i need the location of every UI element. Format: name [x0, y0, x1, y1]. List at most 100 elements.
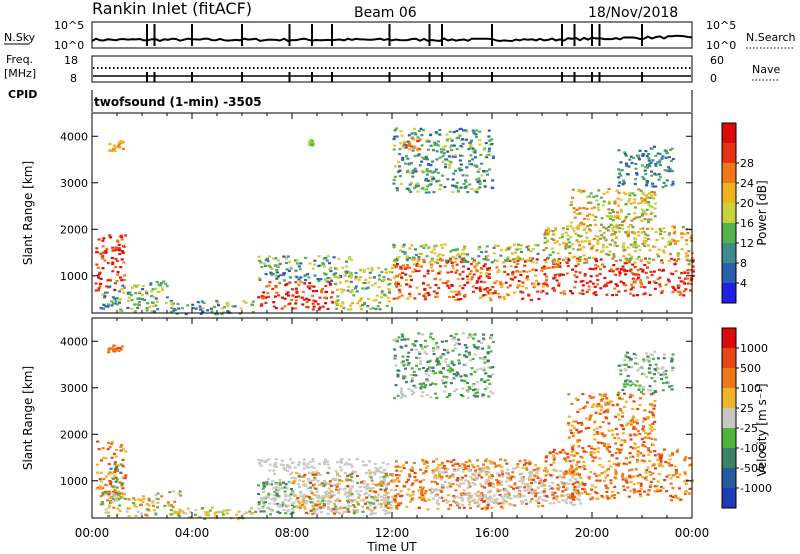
- velocity-echo-cell: [683, 471, 687, 474]
- velocity-echo-cell: [481, 393, 485, 396]
- velocity-echo-cell: [667, 462, 671, 465]
- power-echo-cell: [575, 212, 579, 216]
- velocity-echo-cell: [399, 470, 403, 473]
- power-echo-cell: [585, 236, 589, 239]
- power-echo-cell: [405, 264, 409, 267]
- power-echo-cell: [590, 247, 593, 250]
- power-echo-cell: [516, 270, 519, 273]
- nave-tick-top: 60: [710, 54, 724, 67]
- velocity-echo-cell: [467, 385, 471, 389]
- velocity-echo-cell: [313, 478, 317, 481]
- power-echo-cell: [681, 226, 685, 229]
- power-echo-cell: [654, 164, 658, 167]
- power-echo-cell: [457, 167, 461, 170]
- velocity-echo-cell: [523, 463, 526, 466]
- power-echo-cell: [316, 302, 320, 306]
- power-echo-cell: [169, 310, 173, 313]
- velocity-echo-cell: [316, 490, 319, 493]
- velocity-echo-cell: [436, 507, 440, 510]
- beam-title: Beam 06: [354, 5, 417, 21]
- power-echo-cell: [565, 225, 569, 228]
- velocity-echo-cell: [557, 500, 561, 504]
- velocity-echo-cell: [260, 459, 263, 462]
- velocity-echo-cell: [459, 492, 463, 495]
- velocity-echo-cell: [608, 450, 612, 453]
- velocity-echo-cell: [636, 446, 640, 449]
- power-echo-cell: [619, 161, 623, 164]
- power-echo-cell: [476, 170, 480, 173]
- velocity-echo-cell: [570, 464, 573, 467]
- velocity-echo-cell: [662, 357, 666, 360]
- velocity-echo-cell: [650, 437, 654, 440]
- velocity-echo-cell: [487, 346, 491, 349]
- power-echo-cell: [659, 230, 663, 233]
- power-echo-cell: [380, 270, 384, 274]
- power-echo-cell: [477, 248, 481, 251]
- power-echo-cell: [423, 288, 427, 291]
- velocity-echo-cell: [570, 424, 574, 427]
- velocity-echo-cell: [99, 488, 103, 491]
- velocity-echo-cell: [545, 455, 549, 458]
- velocity-echo-cell: [385, 500, 389, 503]
- velocity-echo-cell: [555, 495, 559, 498]
- power-echo-cell: [335, 307, 339, 310]
- velocity-echo-cell: [605, 401, 609, 404]
- velocity-echo-cell: [284, 493, 288, 496]
- velocity-echo-cell: [525, 502, 529, 505]
- velocity-echo-cell: [482, 367, 486, 370]
- power-echo-cell: [126, 292, 130, 295]
- power-echo-cell: [515, 248, 519, 251]
- velocity-echo-cell: [472, 389, 475, 392]
- power-echo-cell: [436, 261, 440, 264]
- velocity-echo-cell: [560, 481, 563, 484]
- velocity-echo-cell: [578, 473, 582, 476]
- power-echo-cell: [402, 243, 406, 246]
- power-echo-cell: [466, 278, 470, 281]
- power-echo-cell: [643, 198, 647, 201]
- velocity-echo-cell: [311, 509, 315, 512]
- velocity-echo-cell: [99, 471, 103, 474]
- velocity-echo-cell: [407, 351, 411, 354]
- velocity-echo-cell: [629, 438, 633, 441]
- velocity-echo-cell: [451, 482, 455, 486]
- power-echo-cell: [272, 305, 276, 308]
- power-echo-cell: [276, 259, 280, 262]
- power-echo-cell: [405, 283, 408, 286]
- velocity-echo-cell: [474, 471, 478, 474]
- station-title: Rankin Inlet (fitACF): [92, 0, 252, 18]
- power-echo-cell: [443, 158, 447, 161]
- power-echo-cell: [404, 273, 408, 276]
- power-echo-cell: [572, 229, 576, 232]
- power-echo-cell: [418, 164, 422, 167]
- power-echo-cell: [275, 271, 279, 274]
- velocity-echo-cell: [668, 385, 672, 388]
- velocity-echo-cell: [401, 464, 405, 467]
- velocity-echo-cell: [454, 333, 458, 336]
- power-echo-cell: [150, 295, 154, 298]
- velocity-echo-cell: [472, 337, 476, 340]
- velocity-echo-cell: [589, 453, 593, 457]
- velocity-echo-cell: [461, 470, 465, 473]
- power-echo-cell: [453, 154, 457, 157]
- power-echo-cell: [404, 155, 408, 158]
- velocity-echo-cell: [198, 515, 202, 518]
- velocity-echo-cell: [235, 513, 239, 516]
- power-echo-cell: [642, 230, 646, 233]
- velocity-echo-cell: [112, 492, 116, 495]
- power-echo-cell: [513, 243, 516, 246]
- velocity-echo-cell: [440, 463, 444, 466]
- power-echo-cell: [427, 191, 431, 194]
- velocity-echo-cell: [468, 485, 472, 488]
- power-echo-cell: [635, 258, 639, 261]
- power-echo-cell: [597, 209, 601, 212]
- velocity-echo-cell: [251, 512, 255, 515]
- power-echo-cell: [176, 302, 180, 306]
- power-echo-cell: [581, 284, 585, 287]
- velocity-echo-cell: [437, 464, 441, 467]
- velocity-echo-cell: [647, 360, 651, 363]
- power-echo-cell: [680, 236, 684, 239]
- velocity-echo-cell: [325, 482, 329, 485]
- velocity-echo-cell: [582, 406, 586, 410]
- velocity-echo-cell: [419, 387, 423, 390]
- power-echo-cell: [603, 237, 607, 241]
